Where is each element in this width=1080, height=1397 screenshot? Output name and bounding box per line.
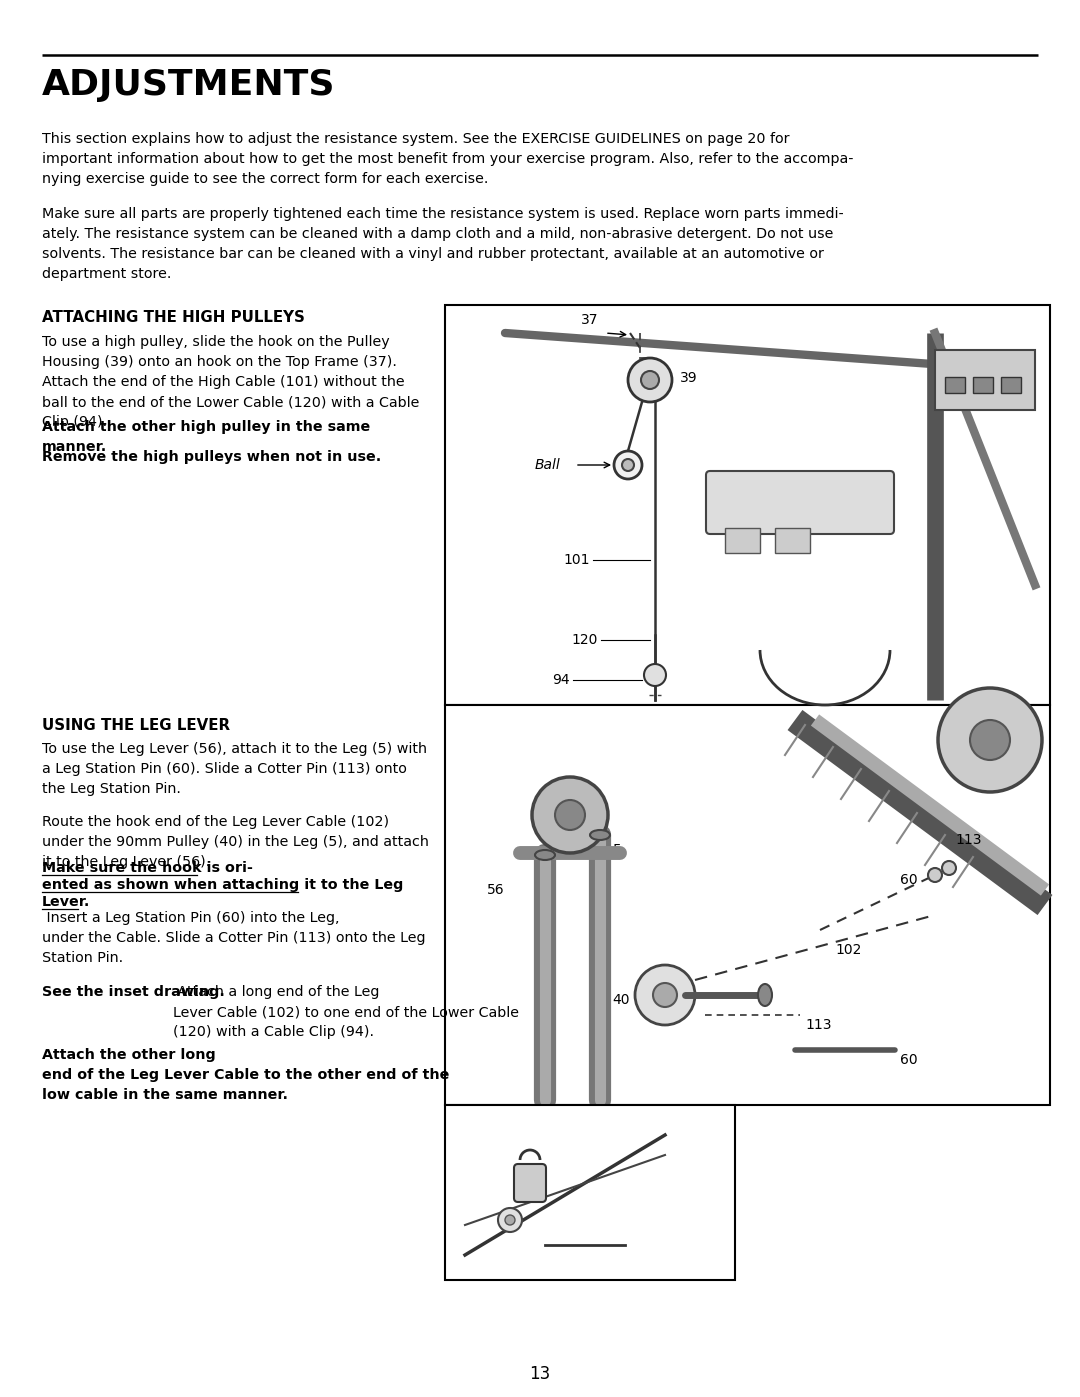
Bar bbox=[945, 377, 966, 393]
Text: Remove the high pulleys when not in use.: Remove the high pulleys when not in use. bbox=[42, 450, 381, 464]
Bar bbox=[445, 1105, 735, 1280]
Circle shape bbox=[627, 358, 672, 402]
Circle shape bbox=[970, 719, 1010, 760]
Text: Ball: Ball bbox=[535, 458, 561, 472]
Text: This section explains how to adjust the resistance system. See the EXERCISE GUID: This section explains how to adjust the … bbox=[42, 131, 853, 186]
Text: Hook: Hook bbox=[605, 1139, 640, 1153]
Text: To use a high pulley, slide the hook on the Pulley
Housing (39) onto an hook on : To use a high pulley, slide the hook on … bbox=[42, 335, 419, 429]
Text: Attach the other long
end of the Leg Lever Cable to the other end of the
low cab: Attach the other long end of the Leg Lev… bbox=[42, 1048, 449, 1102]
Bar bbox=[445, 705, 1050, 1105]
Text: 5: 5 bbox=[613, 842, 622, 856]
Text: 13: 13 bbox=[529, 1365, 551, 1383]
Text: 37: 37 bbox=[581, 313, 598, 327]
Text: 102: 102 bbox=[454, 1228, 480, 1242]
Text: Insert a Leg Station Pin (60) into the Leg,
under the Cable. Slide a Cotter Pin : Insert a Leg Station Pin (60) into the L… bbox=[42, 911, 426, 965]
Text: ented as shown when attaching it to the Leg: ented as shown when attaching it to the … bbox=[42, 877, 403, 893]
Text: 56: 56 bbox=[487, 883, 505, 897]
Text: 120: 120 bbox=[571, 633, 598, 647]
Circle shape bbox=[653, 983, 677, 1007]
Text: 39: 39 bbox=[680, 372, 698, 386]
Bar bbox=[1001, 377, 1021, 393]
Text: 113: 113 bbox=[805, 1018, 832, 1032]
Text: 101: 101 bbox=[564, 553, 590, 567]
Circle shape bbox=[505, 1215, 515, 1225]
Bar bbox=[725, 528, 760, 553]
Bar bbox=[445, 305, 1050, 705]
Circle shape bbox=[622, 460, 634, 471]
Circle shape bbox=[928, 868, 942, 882]
Circle shape bbox=[642, 372, 659, 388]
Text: To use the Leg Lever (56), attach it to the Leg (5) with
a Leg Station Pin (60).: To use the Leg Lever (56), attach it to … bbox=[42, 742, 427, 796]
Text: ADJUSTMENTS: ADJUSTMENTS bbox=[42, 68, 336, 102]
FancyBboxPatch shape bbox=[706, 471, 894, 534]
Text: Make sure the hook is ori-: Make sure the hook is ori- bbox=[42, 861, 253, 875]
Ellipse shape bbox=[758, 983, 772, 1006]
Text: See the inset drawing.: See the inset drawing. bbox=[42, 985, 225, 999]
Text: 40: 40 bbox=[612, 993, 630, 1007]
Circle shape bbox=[939, 687, 1042, 792]
Bar bbox=[775, 528, 810, 553]
Text: 120: 120 bbox=[575, 1253, 602, 1267]
Ellipse shape bbox=[535, 849, 555, 861]
Bar bbox=[973, 377, 993, 393]
Text: 94: 94 bbox=[552, 673, 570, 687]
Circle shape bbox=[555, 800, 585, 830]
Ellipse shape bbox=[590, 830, 610, 840]
Text: Attach the other high pulley in the same
manner.: Attach the other high pulley in the same… bbox=[42, 420, 370, 454]
Text: Attach a long end of the Leg
Lever Cable (102) to one end of the Lower Cable
(12: Attach a long end of the Leg Lever Cable… bbox=[173, 985, 518, 1039]
Text: 113: 113 bbox=[955, 833, 982, 847]
Text: 102: 102 bbox=[835, 943, 862, 957]
Text: USING THE LEG LEVER: USING THE LEG LEVER bbox=[42, 718, 230, 733]
Text: 60: 60 bbox=[900, 1053, 918, 1067]
Circle shape bbox=[615, 451, 642, 479]
Circle shape bbox=[635, 965, 696, 1025]
FancyBboxPatch shape bbox=[514, 1164, 546, 1201]
Circle shape bbox=[498, 1208, 522, 1232]
Circle shape bbox=[532, 777, 608, 854]
Text: ATTACHING THE HIGH PULLEYS: ATTACHING THE HIGH PULLEYS bbox=[42, 310, 305, 326]
Text: Lever.: Lever. bbox=[42, 895, 91, 909]
Text: 94: 94 bbox=[475, 1208, 492, 1222]
Circle shape bbox=[942, 861, 956, 875]
Circle shape bbox=[644, 664, 666, 686]
Text: Make sure all parts are properly tightened each time the resistance system is us: Make sure all parts are properly tighten… bbox=[42, 207, 843, 281]
FancyBboxPatch shape bbox=[935, 351, 1035, 409]
Text: 60: 60 bbox=[900, 873, 918, 887]
Text: Route the hook end of the Leg Lever Cable (102)
under the 90mm Pulley (40) in th: Route the hook end of the Leg Lever Cabl… bbox=[42, 814, 429, 869]
